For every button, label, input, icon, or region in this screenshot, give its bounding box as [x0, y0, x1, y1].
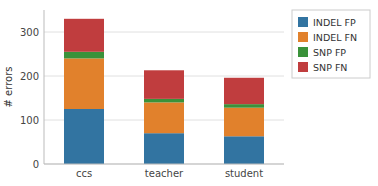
legend: INDEL FP INDEL FN SNP FP SNP FN	[292, 10, 370, 78]
bar-segment	[144, 102, 184, 133]
bar-segment	[64, 58, 104, 109]
y-tick-label: 100	[20, 115, 39, 126]
bar-segment	[224, 136, 264, 164]
bar-segment	[144, 99, 184, 103]
grid-line	[44, 164, 284, 165]
bar-segment	[144, 133, 184, 164]
legend-label: INDEL FN	[313, 32, 357, 43]
legend-swatch	[298, 17, 308, 27]
legend-swatch	[298, 62, 308, 72]
bar-segment	[64, 19, 104, 52]
legend-swatch	[298, 47, 308, 57]
legend-swatch	[298, 32, 308, 42]
bar-segment	[224, 104, 264, 108]
x-axis-line	[44, 164, 284, 165]
y-tick-label: 200	[20, 71, 39, 82]
legend-label: SNP FN	[313, 62, 347, 73]
x-tick-label: ccs	[76, 168, 92, 179]
y-tick-label: 300	[20, 27, 39, 38]
bar-segment	[64, 109, 104, 164]
y-axis-line	[44, 10, 45, 164]
y-axis-label: # errors	[3, 67, 14, 108]
chart: 0 100 200 300 ccs teacher student # errors INDEL…	[0, 0, 378, 186]
bar-segment	[64, 52, 104, 59]
bar-segment	[224, 78, 264, 104]
bar-segment	[144, 70, 184, 99]
x-tick-label: teacher	[145, 168, 184, 179]
legend-label: INDEL FP	[313, 17, 356, 28]
y-tick-label: 0	[33, 159, 39, 170]
legend-frame	[292, 10, 370, 78]
legend-label: SNP FP	[313, 47, 346, 58]
bars	[64, 19, 264, 164]
x-tick-label: student	[225, 168, 263, 179]
bar-segment	[224, 108, 264, 137]
